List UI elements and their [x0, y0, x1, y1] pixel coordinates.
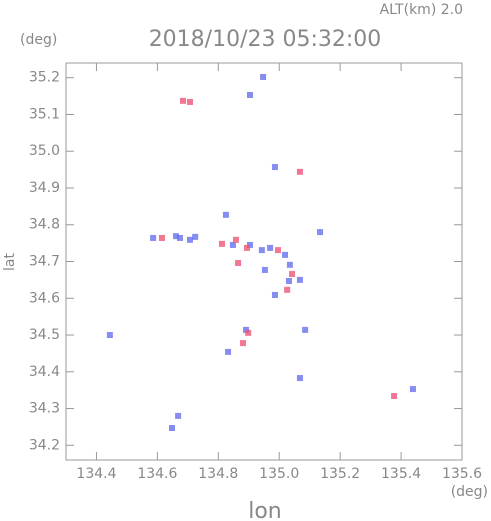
echo-point [271, 164, 278, 171]
echo-point [176, 234, 183, 241]
echo-point [172, 233, 179, 240]
altitude-label: ALT(km) 2.0 [380, 2, 463, 18]
echo-point [246, 241, 253, 248]
echo-point [243, 244, 250, 251]
x-tick-label: 135.0 [259, 466, 299, 482]
y-tick-label: 35.2 [29, 70, 60, 86]
echo-point [271, 291, 278, 298]
y-tick-label: 35.1 [29, 106, 60, 122]
y-tick-label: 34.6 [29, 290, 60, 306]
echo-point [150, 234, 157, 241]
echo-point [239, 340, 246, 347]
echo-point [409, 386, 416, 393]
echo-point [391, 393, 398, 400]
y-tick-label: 34.2 [29, 437, 60, 453]
echo-point [296, 168, 303, 175]
echo-point [222, 211, 229, 218]
echo-point [282, 251, 289, 258]
y-tick-label: 35.0 [29, 143, 60, 159]
echo-point [229, 241, 236, 248]
y-tick-label: 34.5 [29, 327, 60, 343]
echo-point [317, 229, 324, 236]
echo-point [245, 329, 252, 336]
echo-point [267, 244, 274, 251]
echo-point [296, 276, 303, 283]
x-tick-label: 135.2 [320, 466, 360, 482]
echo-point [289, 270, 296, 277]
echo-point [275, 247, 282, 254]
echo-point [246, 91, 253, 98]
x-axis-label: lon [248, 499, 282, 521]
y-tick-label: 34.7 [29, 254, 60, 270]
chart-title: 2018/10/23 05:32:00 [149, 27, 382, 52]
echo-point [186, 98, 193, 105]
echo-point [192, 233, 199, 240]
echo-point [296, 375, 303, 382]
echo-point [235, 259, 242, 266]
echo-point [175, 412, 182, 419]
echo-point [258, 247, 265, 254]
y-tick-label: 34.9 [29, 180, 60, 196]
y-unit: (deg) [20, 32, 57, 48]
echo-point [285, 277, 292, 284]
echo-point [218, 240, 225, 247]
echo-point [232, 236, 239, 243]
x-tick-label: 134.4 [76, 466, 116, 482]
x-tick-label: 135.4 [381, 466, 421, 482]
x-unit: (deg) [451, 484, 488, 500]
x-tick-label: 134.6 [137, 466, 177, 482]
plot-frame [65, 62, 463, 461]
echo-point [179, 97, 186, 104]
y-axis-label: lat [2, 253, 18, 271]
echo-point [284, 286, 291, 293]
y-tick-label: 34.3 [29, 401, 60, 417]
x-tick-label: 135.6 [442, 466, 482, 482]
echo-point [158, 234, 165, 241]
y-tick-label: 34.8 [29, 217, 60, 233]
echo-point [261, 266, 268, 273]
echo-point [260, 73, 267, 80]
y-tick-label: 34.4 [29, 364, 60, 380]
echo-point [169, 425, 176, 432]
echo-point [302, 326, 309, 333]
echo-point [225, 348, 232, 355]
echo-point [286, 261, 293, 268]
echo-point [106, 332, 113, 339]
echo-point [186, 236, 193, 243]
x-tick-label: 134.8 [198, 466, 238, 482]
